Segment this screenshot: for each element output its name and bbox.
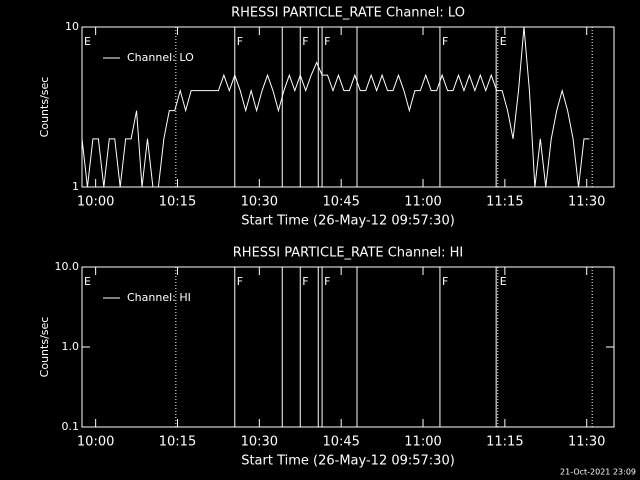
x-tick-label: 10:15	[159, 435, 196, 450]
y-tick-label: 10.0	[55, 260, 80, 273]
legend-label: Channel: LO	[127, 51, 194, 64]
event-flag: E	[500, 275, 507, 288]
event-flag: F	[324, 275, 330, 288]
x-tick-label: 11:00	[404, 435, 441, 450]
x-tick-label: 10:00	[77, 195, 114, 210]
y-tick-label: 0.1	[62, 420, 80, 433]
chart-title: RHESSI PARTICLE_RATE Channel: LO	[231, 6, 465, 21]
x-tick-label: 11:00	[404, 195, 441, 210]
y-tick-label: 1	[72, 180, 79, 193]
x-tick-label: 11:15	[486, 195, 523, 210]
event-flag: F	[302, 275, 308, 288]
event-flag: F	[237, 275, 243, 288]
x-tick-label: 11:30	[568, 195, 605, 210]
x-tick-label: 10:45	[322, 435, 359, 450]
x-axis-label: Start Time (26-May-12 09:57:30)	[241, 454, 455, 469]
x-tick-label: 10:00	[77, 435, 114, 450]
data-line	[82, 27, 590, 187]
event-flag: F	[442, 275, 448, 288]
event-flag: F	[237, 35, 243, 48]
x-tick-label: 10:45	[322, 195, 359, 210]
y-axis-label: Counts/sec	[38, 77, 51, 138]
x-axis-label: Start Time (26-May-12 09:57:30)	[241, 214, 455, 229]
x-tick-label: 11:15	[486, 435, 523, 450]
plot-area	[82, 27, 590, 187]
event-flag: E	[500, 35, 507, 48]
plot-frame	[81, 26, 615, 188]
event-flag: E	[84, 275, 91, 288]
event-flag: F	[324, 35, 330, 48]
event-flag: F	[442, 35, 448, 48]
chart-title: RHESSI PARTICLE_RATE Channel: HI	[233, 246, 463, 261]
timestamp: 21-Oct-2021 23:09	[560, 468, 636, 477]
x-tick-label: 11:30	[568, 435, 605, 450]
legend-label: Channel: HI	[127, 291, 191, 304]
y-tick-label: 1.0	[62, 340, 80, 353]
event-flag: F	[302, 35, 308, 48]
x-tick-label: 10:30	[241, 195, 278, 210]
x-tick-label: 10:15	[159, 195, 196, 210]
y-tick-label: 10	[65, 20, 79, 33]
x-tick-label: 10:30	[241, 435, 278, 450]
y-axis-label: Counts/sec	[38, 317, 51, 378]
event-flag: E	[84, 35, 91, 48]
